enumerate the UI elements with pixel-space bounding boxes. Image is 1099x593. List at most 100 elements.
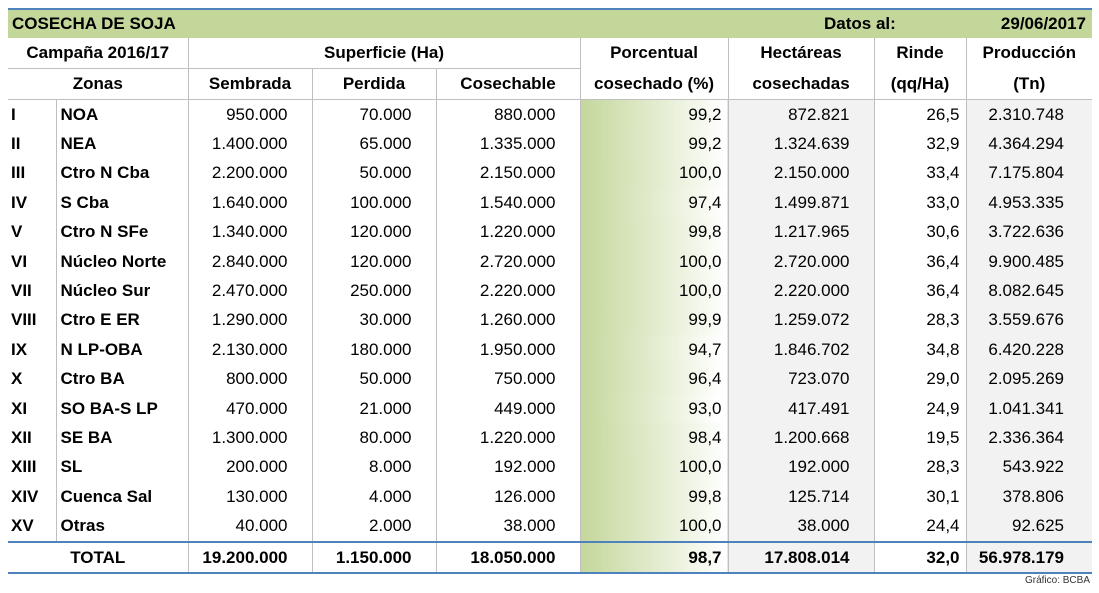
sembrada-cell: 470.000 <box>188 393 313 424</box>
hectareas-cell: 1.846.702 <box>728 335 875 365</box>
cosechable-cell: 126.000 <box>436 482 581 512</box>
hectareas-cell: 1.200.668 <box>728 423 875 453</box>
rinde-cell: 26,5 <box>874 99 967 130</box>
cosechable-cell: 192.000 <box>436 452 581 483</box>
zone-name: Ctro N Cba <box>56 158 189 189</box>
zone-number: IV <box>8 188 57 218</box>
pct-header-top: Porcentual <box>580 38 729 69</box>
zone-name: NOA <box>56 99 189 130</box>
sembrada-cell: 2.200.000 <box>188 158 313 189</box>
total-row: TOTAL 19.200.000 1.150.000 18.050.000 98… <box>8 540 1093 575</box>
pct-cell: 94,7 <box>580 335 729 365</box>
zone-name: Ctro N SFe <box>56 217 189 247</box>
hect-header-bottom: cosechadas <box>728 68 875 100</box>
pct-cell: 99,8 <box>580 217 729 247</box>
rinde-cell: 36,4 <box>874 276 967 306</box>
zone-number: III <box>8 158 57 189</box>
cosechable-cell: 2.150.000 <box>436 158 581 189</box>
hectareas-cell: 125.714 <box>728 482 875 512</box>
table-row: XII SE BA 1.300.000 80.000 1.220.000 98,4 1.20… <box>8 423 1093 453</box>
perdida-cell: 50.000 <box>312 364 437 394</box>
produccion-cell: 1.041.341 <box>966 393 1093 424</box>
zone-number: XII <box>8 423 57 453</box>
zone-number: IX <box>8 335 57 365</box>
hectareas-cell: 1.217.965 <box>728 217 875 247</box>
hectareas-cell: 417.491 <box>728 393 875 424</box>
pct-cell: 99,2 <box>580 129 729 159</box>
zone-number: XIII <box>8 452 57 483</box>
hectareas-cell: 723.070 <box>728 364 875 394</box>
produccion-cell: 3.722.636 <box>966 217 1093 247</box>
pct-cell: 99,9 <box>580 305 729 336</box>
perdida-cell: 180.000 <box>312 335 437 365</box>
rinde-cell: 28,3 <box>874 305 967 336</box>
hectareas-cell: 38.000 <box>728 511 875 542</box>
table-row: IV S Cba 1.640.000 100.000 1.540.000 97,4 1.49… <box>8 188 1093 218</box>
zone-name: SL <box>56 452 189 483</box>
zone-name: Otras <box>56 511 189 542</box>
hectareas-cell: 2.720.000 <box>728 246 875 277</box>
cosechable-cell: 2.720.000 <box>436 246 581 277</box>
rinde-cell: 34,8 <box>874 335 967 365</box>
zone-number: II <box>8 129 57 159</box>
rinde-cell: 24,4 <box>874 511 967 542</box>
total-cosechable: 18.050.000 <box>436 540 581 575</box>
table-body: I NOA 950.000 70.000 880.000 99,2 872.821 26,5 2… <box>8 99 1093 542</box>
zone-number: XIV <box>8 482 57 512</box>
header-row-2: Zonas Sembrada Perdida Cosechable cosech… <box>8 68 1093 100</box>
cosechable-cell: 449.000 <box>436 393 581 424</box>
zone-number: VI <box>8 246 57 277</box>
cosechable-cell: 38.000 <box>436 511 581 542</box>
sembrada-header: Sembrada <box>188 68 313 100</box>
cosechable-cell: 1.220.000 <box>436 423 581 453</box>
zone-number: I <box>8 99 57 130</box>
table-row: II NEA 1.400.000 65.000 1.335.000 99,2 1.324.6… <box>8 129 1093 159</box>
produccion-cell: 2.336.364 <box>966 423 1093 453</box>
zone-number: VII <box>8 276 57 306</box>
zone-name: SO BA-S LP <box>56 393 189 424</box>
sembrada-cell: 130.000 <box>188 482 313 512</box>
total-label: TOTAL <box>8 540 189 575</box>
table-row: IX N LP-OBA 2.130.000 180.000 1.950.000 94,7 1… <box>8 335 1093 365</box>
header-row-1: Campaña 2016/17 Superficie (Ha) Porcentu… <box>8 38 1092 69</box>
zone-number: XV <box>8 511 57 542</box>
prod-header-top: Producción <box>982 43 1077 63</box>
zone-name: Núcleo Norte <box>56 246 189 277</box>
perdida-cell: 30.000 <box>312 305 437 336</box>
rinde-cell: 32,9 <box>874 129 967 159</box>
rinde-cell: 19,5 <box>874 423 967 453</box>
zone-name: SE BA <box>56 423 189 453</box>
zone-name: Núcleo Sur <box>56 276 189 306</box>
pct-cell: 100,0 <box>580 452 729 483</box>
perdida-cell: 100.000 <box>312 188 437 218</box>
sembrada-cell: 950.000 <box>188 99 313 130</box>
sembrada-cell: 800.000 <box>188 364 313 394</box>
zone-name: Cuenca Sal <box>56 482 189 512</box>
zone-number: X <box>8 364 57 394</box>
cosechable-cell: 1.260.000 <box>436 305 581 336</box>
rinde-cell: 30,1 <box>874 482 967 512</box>
table-row: XV Otras 40.000 2.000 38.000 100,0 38.000 24,4 9… <box>8 511 1093 542</box>
produccion-cell: 3.559.676 <box>966 305 1093 336</box>
produccion-cell: 9.900.485 <box>966 246 1093 277</box>
zone-name: Ctro BA <box>56 364 189 394</box>
zone-number: XI <box>8 393 57 424</box>
pct-cell: 100,0 <box>580 511 729 542</box>
total-produccion: 56.978.179 <box>966 540 1093 575</box>
zone-number: VIII <box>8 305 57 336</box>
cosechable-cell: 1.220.000 <box>436 217 581 247</box>
pct-cell: 97,4 <box>580 188 729 218</box>
hectareas-cell: 192.000 <box>728 452 875 483</box>
superficie-header: Superficie (Ha) <box>188 38 581 69</box>
rinde-cell: 29,0 <box>874 364 967 394</box>
table-row: XIV Cuenca Sal 130.000 4.000 126.000 99,8 125.… <box>8 482 1093 512</box>
harvest-table: Campaña 2016/17 Superficie (Ha) Porcentu… <box>8 38 1093 575</box>
sembrada-cell: 2.840.000 <box>188 246 313 277</box>
zone-name: S Cba <box>56 188 189 218</box>
hect-header-top: Hectáreas <box>728 38 875 69</box>
hectareas-cell: 1.324.639 <box>728 129 875 159</box>
campaign-header: Campaña 2016/17 <box>8 38 189 69</box>
rinde-cell: 30,6 <box>874 217 967 247</box>
zone-number: V <box>8 217 57 247</box>
prod-header-bottom: (Tn) <box>966 68 1093 100</box>
